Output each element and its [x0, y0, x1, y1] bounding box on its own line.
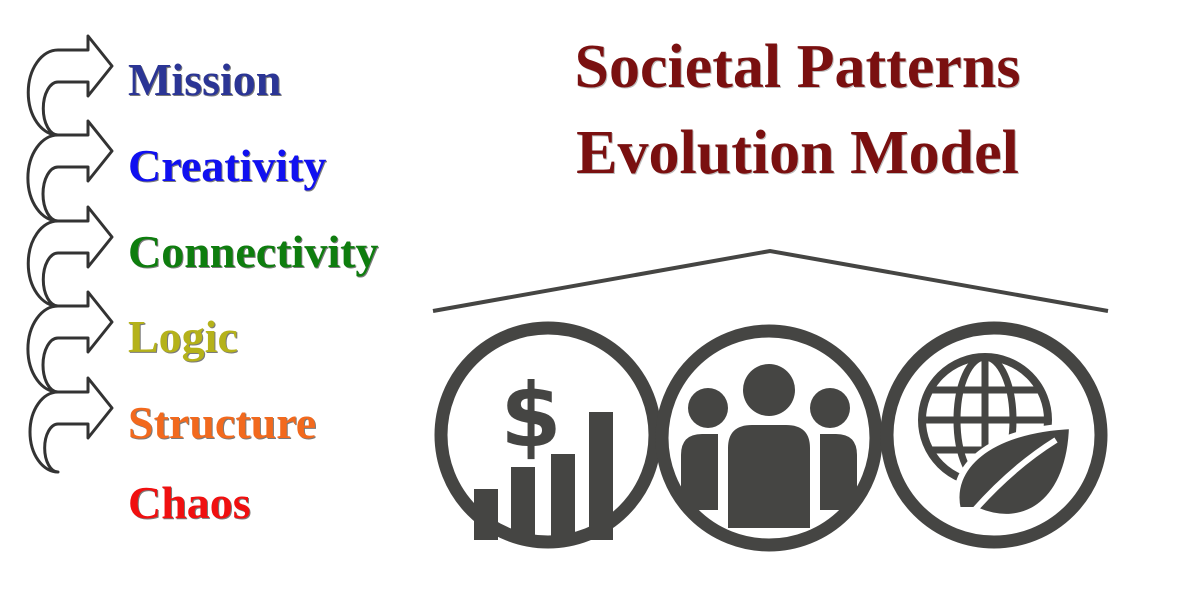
dollar-growth-chart-icon: $ [434, 321, 662, 549]
stage-label-structure: Structure [128, 397, 317, 448]
stage-label-creativity: Creativity [128, 140, 327, 191]
roof-line [432, 248, 1109, 313]
title-line-1: Societal Patterns [574, 33, 1021, 101]
stage-label-connectivity: Connectivity [128, 226, 379, 277]
title-line-2: Evolution Model [576, 119, 1019, 187]
evolution-arrow-4 [26, 119, 114, 223]
evolution-arrow-2 [26, 290, 114, 394]
people-group-icon [655, 324, 883, 552]
stage-label-mission: Mission [128, 54, 282, 105]
globe-leaf-icon [880, 321, 1108, 549]
stage-label-chaos: Chaos [128, 477, 251, 528]
evolution-arrows [26, 34, 114, 474]
stage-label-logic: Logic [128, 311, 238, 362]
evolution-arrow-3 [26, 205, 114, 308]
evolution-arrow-5 [26, 34, 114, 137]
svg-text:$: $ [500, 364, 561, 467]
evolution-arrow-1 [28, 376, 114, 474]
